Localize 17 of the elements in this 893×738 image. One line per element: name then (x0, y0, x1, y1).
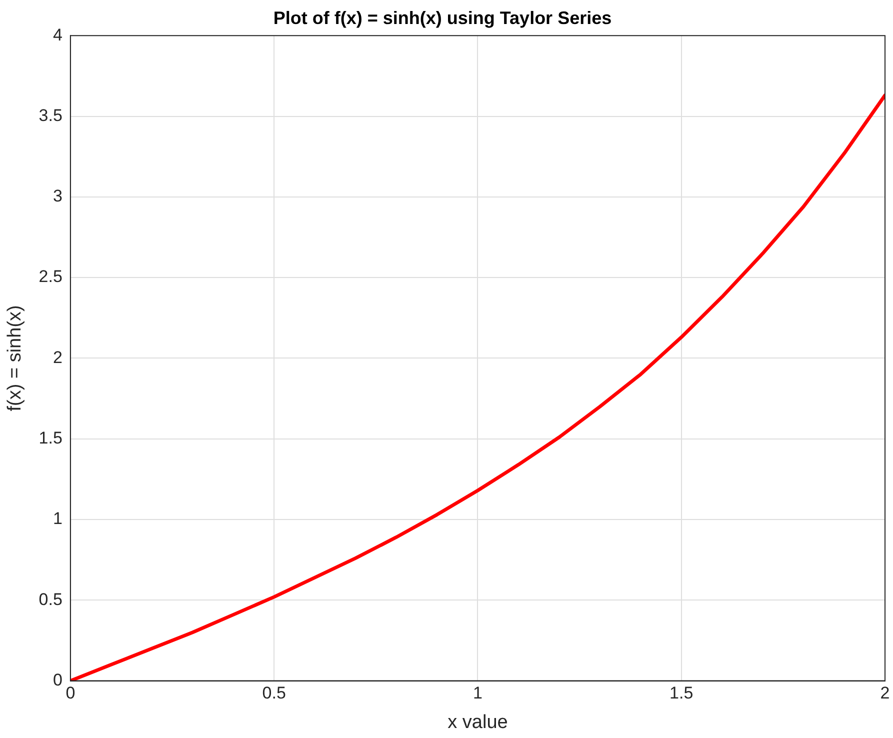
y-tick-label: 4 (52, 25, 62, 44)
y-tick-label: 0.5 (38, 590, 62, 609)
x-tick-label: 0 (66, 684, 76, 703)
x-tick-label: 2 (880, 684, 890, 703)
y-tick-label: 0 (52, 670, 62, 690)
x-tick-label: 0.5 (262, 684, 286, 703)
y-tick-label: 2 (52, 348, 62, 367)
x-tick-label: 1.5 (670, 684, 694, 703)
y-tick-label: 1 (52, 509, 62, 528)
y-tick-label: 1.5 (38, 428, 62, 448)
y-axis-title: f(x) = sinh(x) (4, 305, 26, 412)
x-tick-label: 1 (472, 684, 482, 703)
y-tick-label: 3.5 (38, 106, 62, 125)
y-tick-label: 2.5 (38, 267, 62, 286)
x-axis-title: x value (448, 712, 508, 733)
chart-title: Plot of f(x) = sinh(x) using Taylor Series (273, 8, 612, 28)
y-tick-label: 3 (52, 186, 62, 206)
